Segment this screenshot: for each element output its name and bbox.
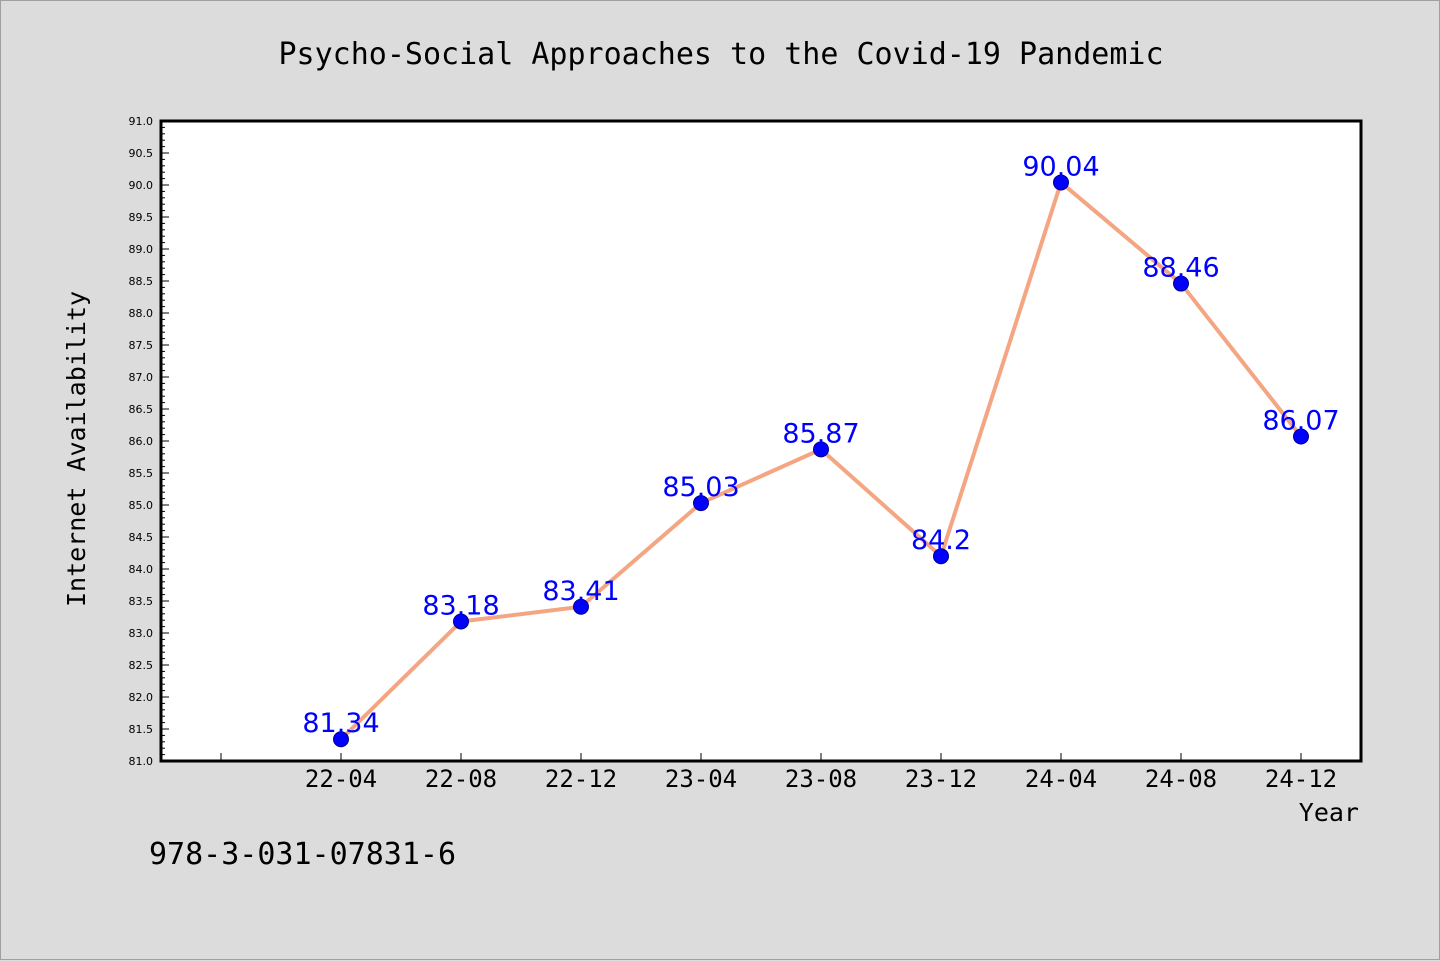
y-tick-label: 86.0 xyxy=(129,435,154,448)
y-tick-label: 82.5 xyxy=(129,659,154,672)
y-tick-label: 81.0 xyxy=(129,755,154,768)
data-point xyxy=(693,495,709,512)
y-tick-label: 88.5 xyxy=(129,275,154,288)
data-label: 83.41 xyxy=(542,576,619,607)
x-tick-label: 22-04 xyxy=(305,765,377,793)
data-label: 84.2 xyxy=(911,525,971,556)
y-tick-label: 83.5 xyxy=(129,595,154,608)
data-label: 88.46 xyxy=(1142,253,1219,284)
isbn-label: 978-3-031-07831-6 xyxy=(149,837,456,872)
y-tick-label: 89.5 xyxy=(129,211,154,224)
y-tick-label: 85.5 xyxy=(129,467,154,480)
data-point xyxy=(1053,174,1069,191)
x-tick-label: 22-12 xyxy=(545,765,617,793)
y-tick-label: 91.0 xyxy=(129,115,154,128)
x-tick-label: 22-08 xyxy=(425,765,497,793)
y-tick-label: 82.0 xyxy=(129,691,154,704)
data-label: 83.18 xyxy=(422,590,499,621)
y-tick-label: 85.0 xyxy=(129,499,154,512)
y-tick-label: 87.5 xyxy=(129,339,154,352)
data-point xyxy=(933,548,949,565)
series-layer: 81.34 83.18 83.41 85.03 85.87 84.2 90.04 88.46 8… xyxy=(302,151,1340,748)
y-tick-label: 81.5 xyxy=(129,723,154,736)
data-label: 81.34 xyxy=(302,708,379,739)
y-tick-label: 84.5 xyxy=(129,531,154,544)
data-point xyxy=(1173,275,1189,292)
y-tick-label: 89.0 xyxy=(129,243,154,256)
data-label: 85.03 xyxy=(662,472,739,503)
y-tick-label: 83.0 xyxy=(129,627,154,640)
data-point xyxy=(453,613,469,630)
x-tick-label: 23-04 xyxy=(665,765,737,793)
data-label: 90.04 xyxy=(1022,151,1099,182)
x-tick-label: 24-12 xyxy=(1265,765,1337,793)
x-tick-label: 24-04 xyxy=(1025,765,1097,793)
x-tick-label: 23-08 xyxy=(785,765,857,793)
data-point xyxy=(573,598,589,615)
y-tick-label: 88.0 xyxy=(129,307,154,320)
chart-title: Psycho-Social Approaches to the Covid-19… xyxy=(278,37,1163,72)
y-axis: 81.0 81.5 82.0 82.5 83.0 83.5 84.0 84.5 85.0 85.5… xyxy=(129,115,169,768)
plot-area xyxy=(159,119,1363,763)
y-tick-label: 90.0 xyxy=(129,179,154,192)
x-axis-label: Year xyxy=(1299,798,1359,827)
x-tick-label: 24-08 xyxy=(1145,765,1217,793)
y-axis-label: Internet Availability xyxy=(62,291,91,607)
y-tick-label: 87.0 xyxy=(129,371,154,384)
data-point xyxy=(333,731,349,748)
x-tick-label: 23-12 xyxy=(905,765,977,793)
y-tick-label: 84.0 xyxy=(129,563,154,576)
data-point xyxy=(813,441,829,458)
data-point xyxy=(1293,428,1309,445)
data-label: 86.07 xyxy=(1262,406,1339,437)
data-label: 85.87 xyxy=(782,418,859,449)
y-tick-label: 90.5 xyxy=(129,147,154,160)
x-axis: 22-04 22-08 22-12 23-04 23-08 23-12 24-04 24-08… xyxy=(220,753,1337,793)
y-tick-label: 86.5 xyxy=(129,403,154,416)
